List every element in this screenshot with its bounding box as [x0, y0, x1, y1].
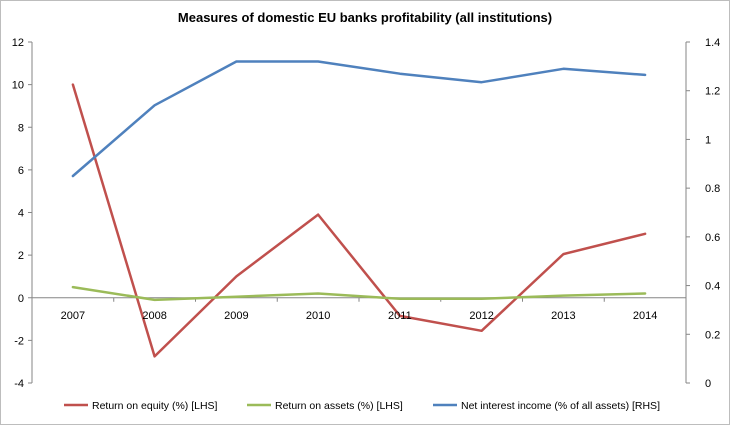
right-tick-label: 0.4	[705, 281, 720, 293]
right-tick-label: 0	[705, 378, 711, 390]
legend-label-1: Return on equity (%) [LHS]	[92, 400, 218, 412]
left-tick-label: 2	[18, 250, 24, 262]
x-tick-label: 2012	[469, 310, 493, 322]
x-tick-label: 2013	[551, 310, 575, 322]
right-tick-label: 1.2	[705, 86, 720, 98]
left-tick-label: -2	[14, 335, 24, 347]
series-line-1	[71, 83, 647, 358]
legend-label-2: Return on assets (%) [LHS]	[275, 400, 403, 412]
legend: Return on equity (%) [LHS] Return on asse…	[64, 400, 660, 412]
series-line-2	[71, 285, 647, 302]
x-tick-label: 2010	[306, 310, 330, 322]
legend-label-3: Net interest income (% of all assets) [R…	[461, 400, 660, 412]
left-tick-label: 12	[12, 37, 24, 49]
x-tick-label: 2007	[61, 310, 85, 322]
left-tick-label: -4	[14, 378, 24, 390]
left-tick-label: 0	[18, 293, 24, 305]
chart-title: Measures of domestic EU banks profitabil…	[178, 10, 552, 25]
left-tick-label: 8	[18, 122, 24, 134]
right-tick-label: 0.2	[705, 329, 720, 341]
right-tick-label: 1.4	[705, 37, 720, 49]
left-tick-label: 10	[12, 80, 24, 92]
left-tick-label: 4	[18, 208, 24, 220]
right-tick-label: 0.8	[705, 183, 720, 195]
plot-area: -4 -2 0 2 4 6 8 10 12 0 0.2 0.4 0.6 0.8 1 1.2 1.4 2007 200…	[12, 37, 721, 390]
x-tick-label: 2014	[633, 310, 657, 322]
series-line-3	[71, 60, 647, 178]
x-tick-label: 2008	[142, 310, 166, 322]
x-tick-label: 2009	[224, 310, 248, 322]
left-tick-label: 6	[18, 165, 24, 177]
right-tick-label: 0.6	[705, 232, 720, 244]
x-tick-label: 2011	[388, 310, 412, 322]
right-tick-label: 1	[705, 134, 711, 146]
